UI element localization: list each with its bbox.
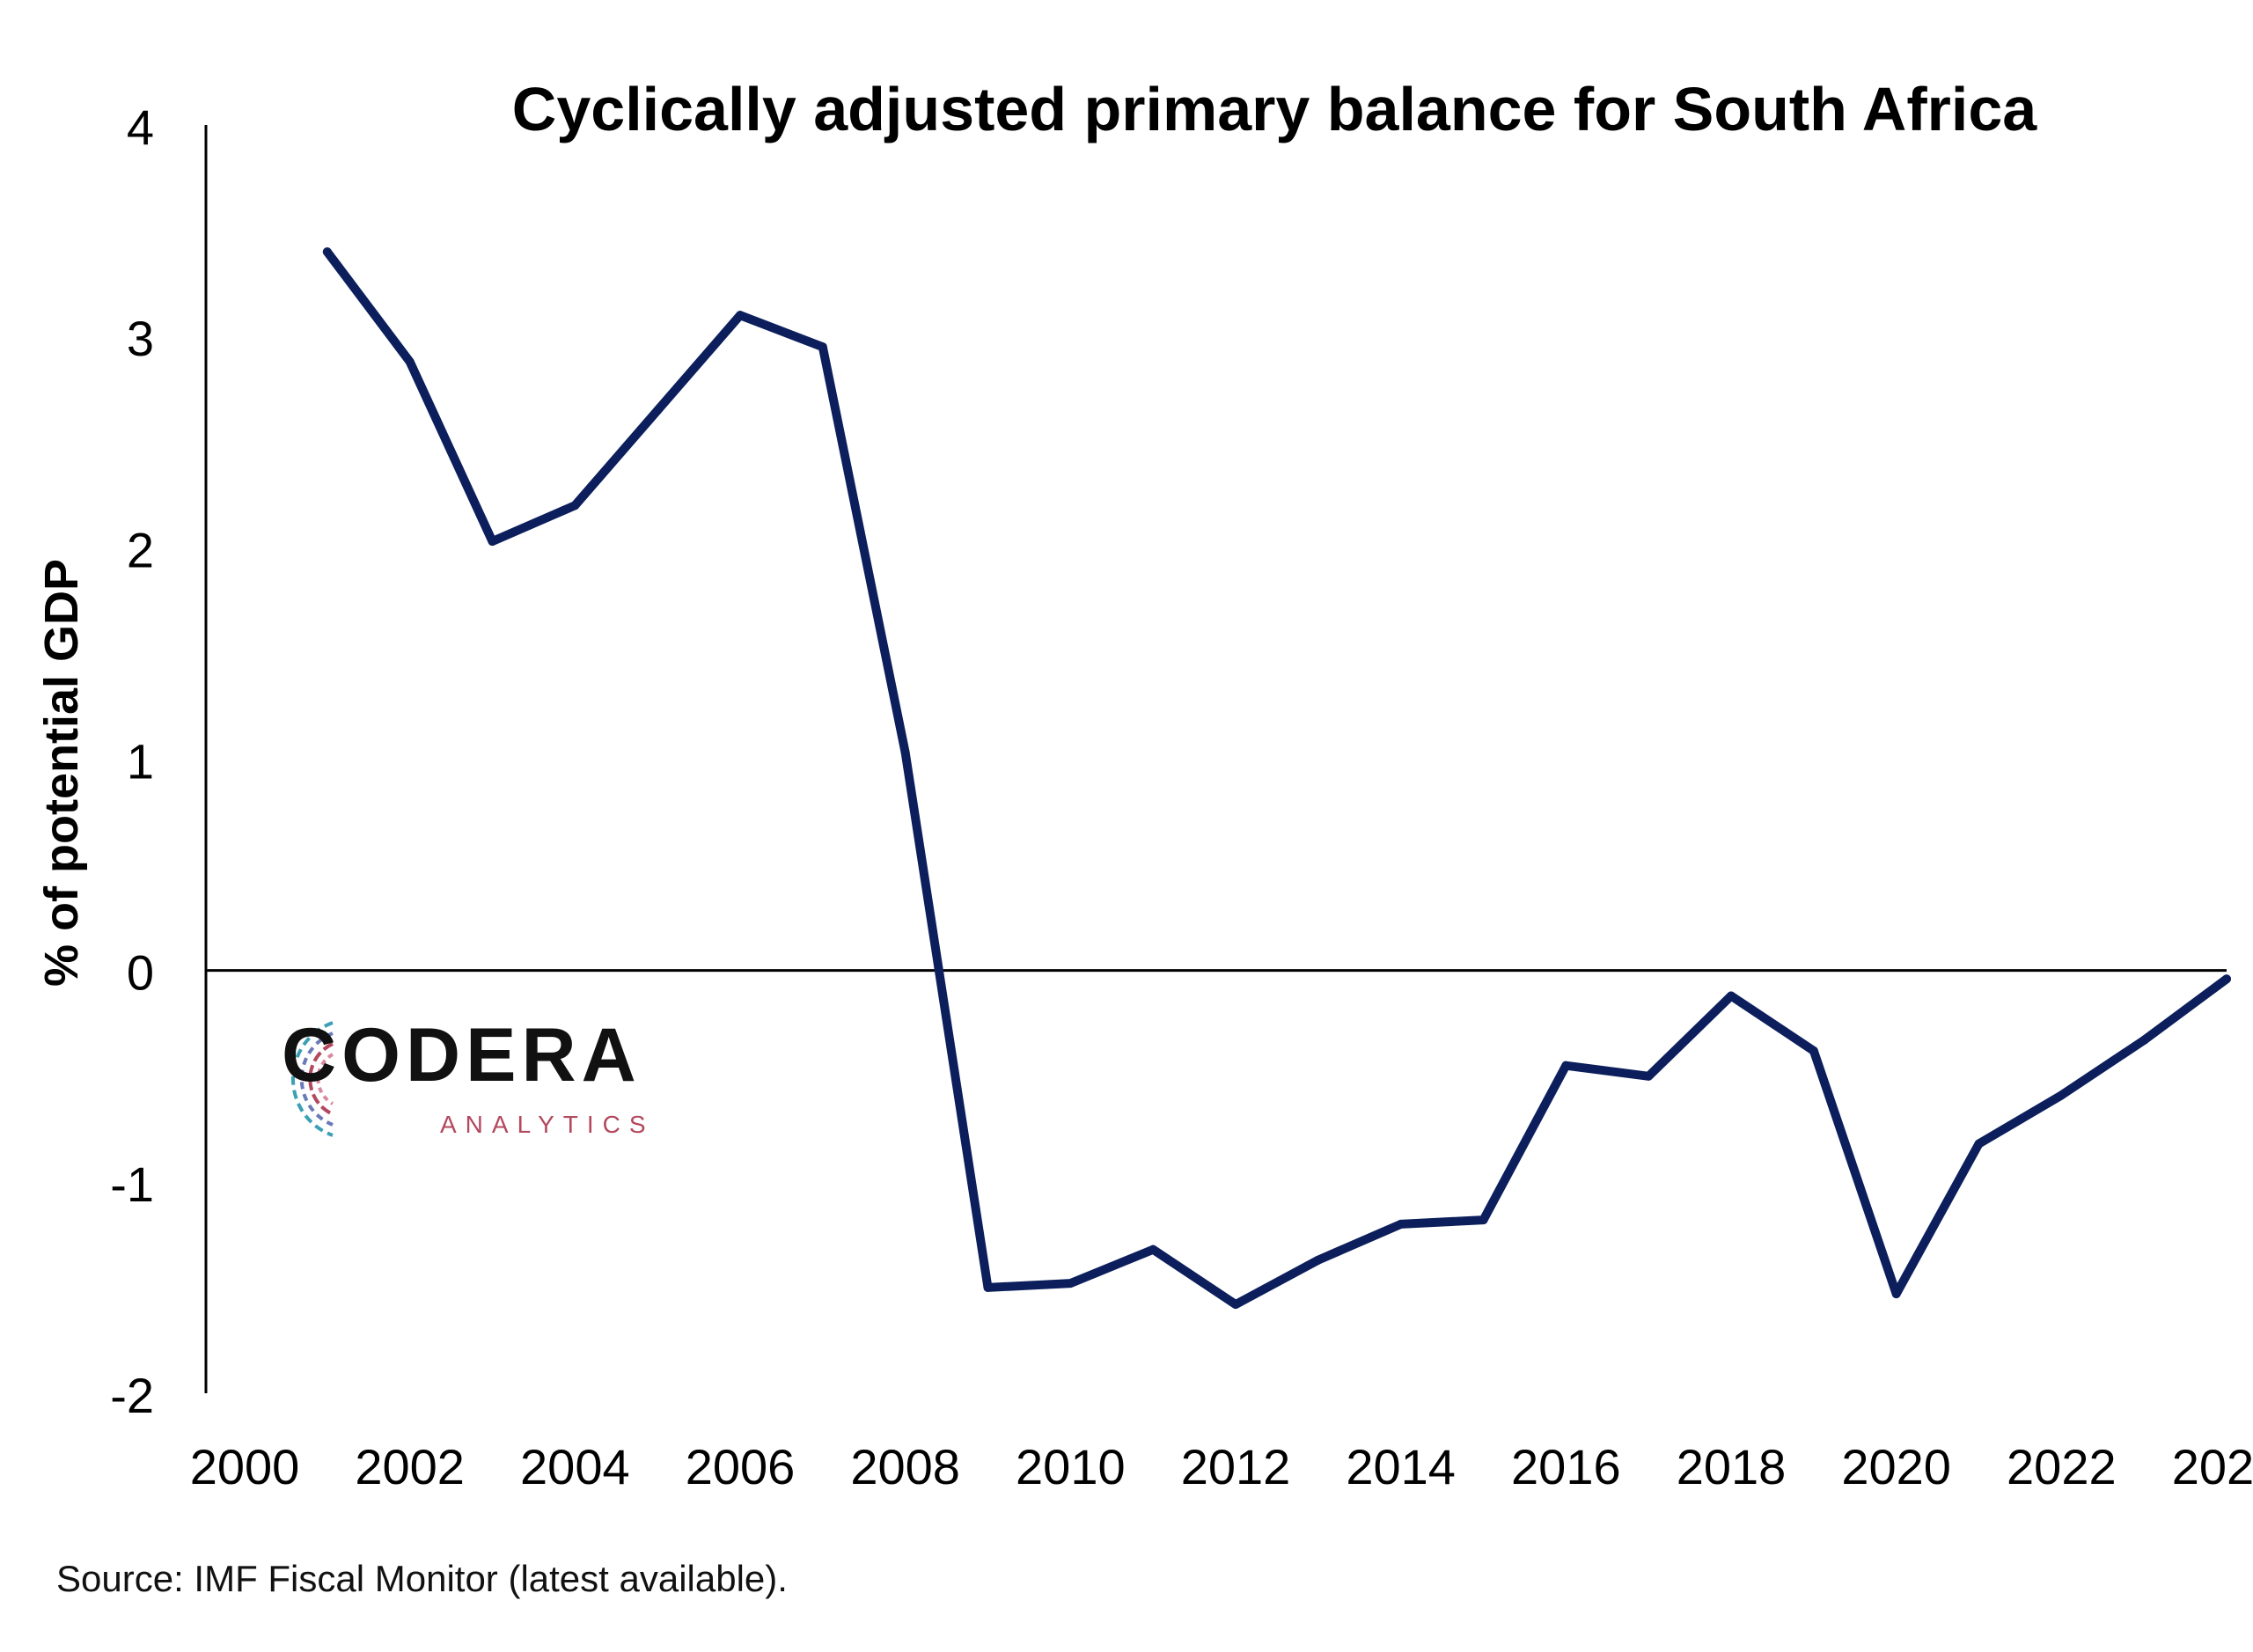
x-tick-label: 2006: [686, 1439, 796, 1494]
data-point: [2057, 1090, 2066, 1100]
data-point: [900, 748, 910, 758]
data-point: [736, 311, 745, 320]
data-point: [405, 356, 415, 366]
y-tick-label: -2: [110, 1368, 154, 1423]
data-point: [1644, 1071, 1654, 1081]
data-point: [1561, 1061, 1571, 1070]
data-point: [983, 1282, 993, 1292]
x-tick-label: 2014: [1346, 1439, 1456, 1494]
x-tick-label: 2002: [355, 1439, 465, 1494]
y-axis: 4 3 2 1 0 -1 -2: [110, 99, 208, 1423]
data-point: [1066, 1279, 1075, 1289]
data-point: [1479, 1215, 1488, 1225]
x-tick-label: 2022: [2007, 1439, 2117, 1494]
x-tick-label: 2016: [1511, 1439, 1621, 1494]
x-tick-label: 2004: [520, 1439, 630, 1494]
data-point: [1727, 991, 1736, 1001]
x-tick-label: 2008: [850, 1439, 960, 1494]
x-tick-label: 2024: [2172, 1439, 2253, 1494]
data-point: [1396, 1219, 1405, 1229]
y-tick-label: 0: [127, 945, 154, 1001]
y-tick-label: 3: [127, 311, 154, 366]
data-point: [570, 501, 580, 510]
logo-arcs-icon: [291, 1021, 334, 1137]
chart-title: Cyclically adjusted primary balance for …: [512, 75, 2037, 143]
data-point: [322, 247, 332, 257]
data-point: [1974, 1139, 1984, 1149]
series-line: [322, 247, 2231, 1310]
x-tick-label: 2000: [190, 1439, 300, 1494]
y-tick-label: -1: [110, 1156, 154, 1212]
y-axis-label: % of potential GDP: [35, 559, 88, 987]
data-point: [1809, 1046, 1818, 1055]
data-point: [1149, 1245, 1158, 1254]
x-tick-label: 2010: [1016, 1439, 1126, 1494]
data-point: [1313, 1255, 1323, 1265]
data-point: [488, 537, 497, 547]
x-axis: 2000 2002 2004 2006 2008 2010 2012 2014 2016 2018…: [190, 1439, 2253, 1494]
y-tick-label: 4: [127, 99, 154, 155]
logo-wordmark: CODERA: [282, 1013, 642, 1098]
y-tick-label: 2: [127, 522, 154, 577]
data-point: [2222, 974, 2231, 984]
codera-logo: CODERA ANALYTICS: [245, 1012, 667, 1153]
x-tick-label: 2012: [1181, 1439, 1291, 1494]
x-tick-label: 2020: [1841, 1439, 1951, 1494]
data-point: [2139, 1035, 2149, 1045]
data-point: [1891, 1289, 1901, 1299]
logo-subtitle: ANALYTICS: [440, 1111, 655, 1138]
source-note: Source: IMF Fiscal Monitor (latest avail…: [56, 1558, 788, 1599]
series-group: [322, 247, 2231, 1310]
y-tick-label: 1: [127, 734, 154, 789]
data-point: [1231, 1300, 1240, 1310]
x-tick-label: 2018: [1677, 1439, 1787, 1494]
data-point: [818, 342, 827, 352]
data-point: [653, 406, 663, 415]
